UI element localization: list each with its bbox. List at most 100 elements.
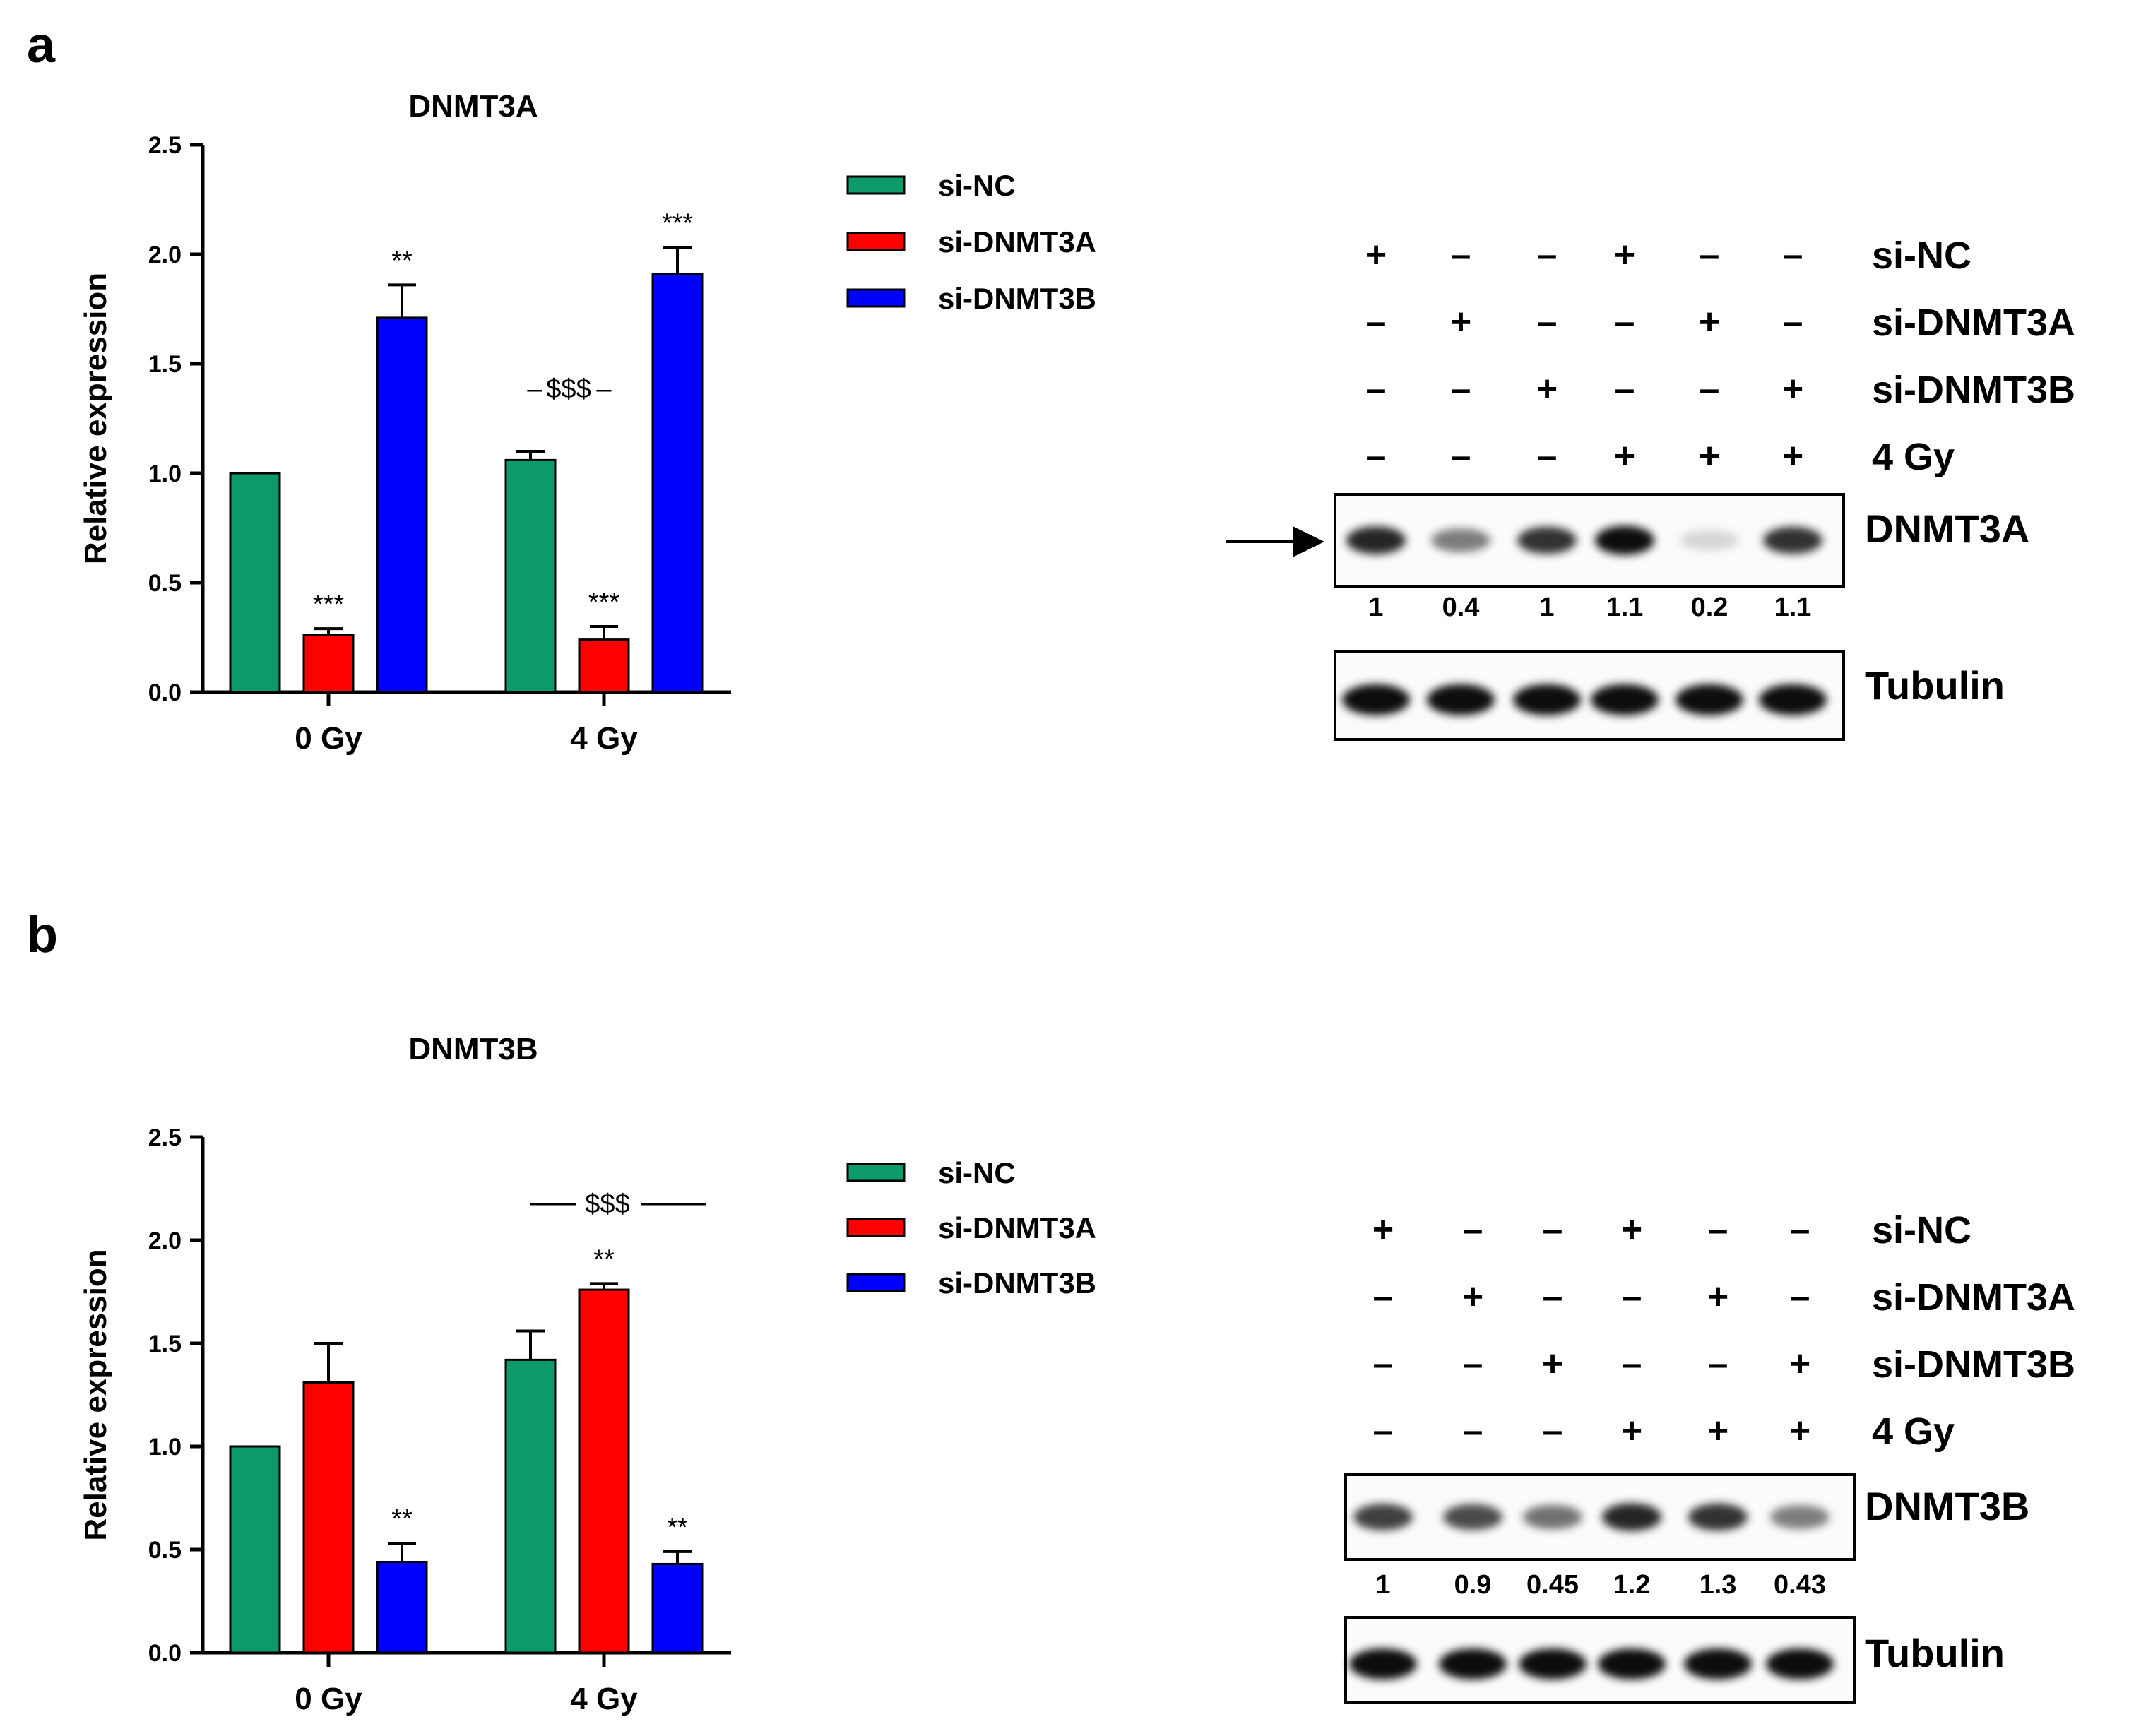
blot-a-quantification: 1 <box>1368 593 1383 622</box>
chart-a-legend-label: si-NC <box>938 169 1016 202</box>
panel-a-letter: a <box>27 17 56 73</box>
blot-a-loading-band <box>1427 684 1495 715</box>
blot-b-loading-band <box>1766 1648 1834 1679</box>
blot-b-target-band <box>1353 1504 1413 1530</box>
blot-b-sign: – <box>1708 1209 1728 1250</box>
blot-b-quantification: 1.3 <box>1700 1570 1737 1600</box>
blot-b-sign: – <box>1373 1343 1394 1384</box>
blot-a-quantification: 0.4 <box>1442 593 1480 622</box>
blot-b-sign: + <box>1462 1276 1483 1317</box>
chart-a-y-tick-label: 1.0 <box>148 460 182 487</box>
blot-b-row-label: si-DNMT3A <box>1872 1276 2075 1319</box>
blot-a-quantification: 1.1 <box>1606 593 1644 622</box>
chart-b-legend-label: si-DNMT3A <box>938 1211 1096 1244</box>
blot-a-loading-band <box>1676 684 1743 715</box>
blot-a-loading-label: Tubulin <box>1865 663 2005 708</box>
chart-b-y-tick-label: 0.0 <box>148 1640 182 1667</box>
blot-b-loading-band <box>1598 1648 1666 1679</box>
blot-b-sign: + <box>1542 1343 1563 1384</box>
chart-a-category-label: 4 Gy <box>570 721 638 756</box>
chart-a-legend-swatch <box>846 175 906 195</box>
blot-a-target-band <box>1763 526 1822 554</box>
panel-b-letter: b <box>27 907 58 963</box>
blot-a-loading-band <box>1759 684 1827 715</box>
chart-a-category-label: 0 Gy <box>295 721 362 756</box>
blot-b-target-band <box>1602 1503 1661 1531</box>
chart-a-y-tick-label: 1.5 <box>148 351 182 378</box>
chart-a-y-axis-label: Relative expression <box>78 273 113 564</box>
blot-b-sign: – <box>1373 1276 1394 1317</box>
blot-a-loading-membrane <box>1334 650 1845 741</box>
blot-b-target-label: DNMT3B <box>1865 1484 2029 1528</box>
blot-a-sign: – <box>1366 436 1387 477</box>
blot-b-sign: – <box>1463 1209 1483 1250</box>
blot-a-sign: + <box>1614 234 1635 275</box>
chart-a-legend-swatch <box>846 232 906 251</box>
blot-a-target-label: DNMT3A <box>1865 506 2029 551</box>
blot-b-quantification: 1 <box>1375 1570 1390 1600</box>
blot-a-quantification: 1.1 <box>1774 593 1812 622</box>
chart-a-significance-mark: *** <box>313 590 345 619</box>
blot-b-sign: – <box>1463 1343 1483 1384</box>
chart-b-legend-swatch <box>846 1218 906 1237</box>
chart-a-significance-mark: *** <box>588 588 620 617</box>
chart-b-legend-swatch <box>846 1273 906 1292</box>
blot-a-sign: + <box>1536 369 1558 410</box>
chart-b-bar <box>504 1358 557 1654</box>
blot-a-arrow-head <box>1293 526 1324 557</box>
blot-b-quantification: 0.43 <box>1774 1570 1826 1600</box>
blot-b-sign: + <box>1789 1343 1810 1384</box>
blot-a-target-band <box>1517 526 1577 554</box>
blot-a-sign: + <box>1614 436 1635 477</box>
blot-b-target-band <box>1523 1504 1582 1530</box>
blot-b-sign: + <box>1621 1410 1642 1451</box>
blot-b-sign: – <box>1543 1209 1563 1250</box>
blot-b-sign: – <box>1373 1410 1394 1451</box>
blot-a-sign: – <box>1700 369 1720 410</box>
blot-b-quantification: 0.9 <box>1454 1570 1492 1600</box>
chart-a-bar <box>651 273 704 694</box>
blot-b-sign: + <box>1789 1410 1810 1451</box>
blot-a-row-label: si-DNMT3B <box>1872 369 2075 411</box>
blot-a-target-band <box>1431 528 1490 552</box>
blot-a-row-label: si-DNMT3A <box>1872 302 2075 344</box>
chart-a-annotation-dash: – <box>527 374 542 404</box>
blot-a-sign: – <box>1537 234 1558 275</box>
chart-a-bar <box>376 316 428 694</box>
blot-a-loading-band <box>1591 684 1659 715</box>
blot-a-target-band <box>1346 526 1406 554</box>
chart-b-bar <box>229 1445 281 1654</box>
blot-b-row-label: si-NC <box>1872 1209 1971 1252</box>
blot-b-sign: – <box>1708 1343 1728 1384</box>
blot-a-sign: – <box>1615 302 1635 343</box>
blot-b-sign: – <box>1622 1343 1642 1384</box>
blot-b-sign: – <box>1463 1410 1483 1451</box>
blot-b-sign: – <box>1543 1410 1563 1451</box>
chart-a-legend-label: si-DNMT3A <box>938 225 1096 258</box>
blot-b-sign: + <box>1707 1410 1728 1451</box>
chart-a-bar <box>504 458 557 694</box>
blot-b-quantification: 1.2 <box>1613 1570 1651 1600</box>
blot-b-target-membrane <box>1344 1473 1856 1561</box>
blot-b-sign: + <box>1621 1209 1642 1250</box>
blot-b-loading-label: Tubulin <box>1865 1631 2005 1675</box>
blot-a-loading-band <box>1342 684 1410 715</box>
blot-b-target-band <box>1770 1505 1829 1529</box>
blot-a-sign: – <box>1451 369 1471 410</box>
chart-a-bar <box>578 638 630 694</box>
chart-a-group-annotation: $$$ <box>546 374 591 404</box>
chart-a-y-tick-label: 2.5 <box>148 132 182 159</box>
chart-b-bar <box>302 1381 355 1654</box>
blot-a-quantification: 0.2 <box>1691 593 1728 622</box>
blot-a-target-membrane <box>1334 493 1845 588</box>
blot-a-sign: – <box>1451 234 1471 275</box>
chart-b-legend-label: si-DNMT3B <box>938 1266 1096 1300</box>
blot-b-loading-band <box>1684 1648 1752 1679</box>
blot-b-row-label: si-DNMT3B <box>1872 1343 2075 1386</box>
blot-b-row-label: 4 Gy <box>1872 1410 1955 1453</box>
chart-b-group-annotation: $$$ <box>585 1189 629 1219</box>
chart-b-legend-label: si-NC <box>938 1156 1016 1189</box>
blot-a-sign: – <box>1537 436 1558 477</box>
chart-b-bar <box>578 1288 630 1654</box>
